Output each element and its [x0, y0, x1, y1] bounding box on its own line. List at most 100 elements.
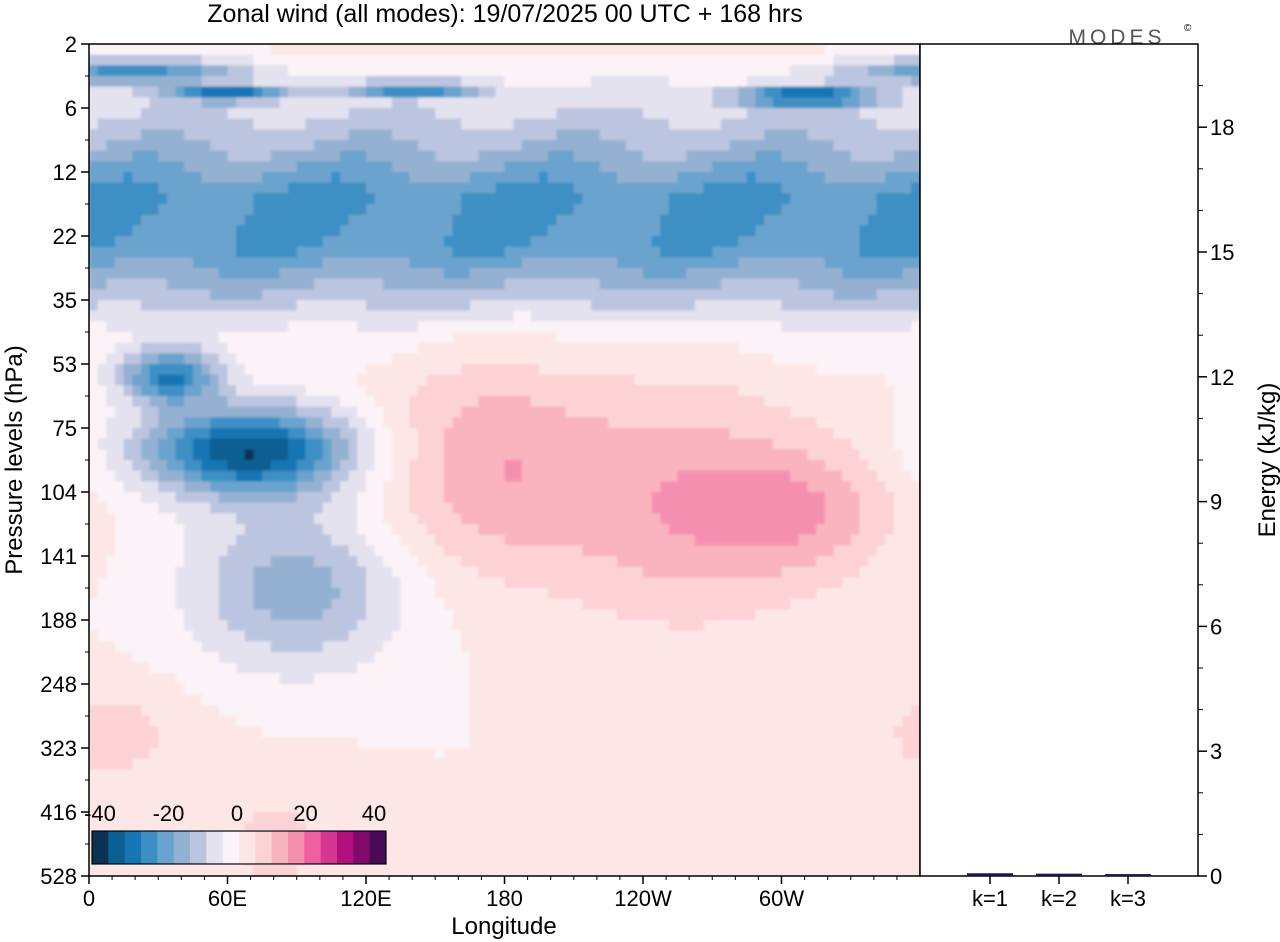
- heatmap-cell: [790, 577, 800, 589]
- heatmap-cell: [660, 76, 670, 88]
- heatmap-cell: [253, 332, 263, 344]
- heatmap-cell: [270, 289, 281, 301]
- heatmap-cell: [158, 417, 168, 429]
- heatmap-cell: [227, 97, 237, 109]
- heatmap-cell: [504, 502, 514, 514]
- heatmap-cell: [166, 129, 177, 141]
- heatmap-cell: [608, 257, 618, 269]
- heatmap-cell: [478, 406, 488, 418]
- heatmap-cell: [366, 76, 376, 88]
- heatmap-cell: [565, 86, 575, 98]
- heatmap-cell: [617, 150, 627, 162]
- heatmap-cell: [357, 353, 367, 365]
- heatmap-cell: [322, 182, 332, 194]
- heatmap-cell: [547, 428, 558, 440]
- heatmap-cell: [824, 353, 835, 365]
- heatmap-cell: [175, 556, 185, 568]
- heatmap-cell: [97, 193, 107, 205]
- heatmap-cell: [894, 513, 904, 525]
- heatmap-cell: [859, 140, 869, 152]
- heatmap-cell: [288, 257, 298, 269]
- heatmap-cell: [746, 492, 757, 504]
- heatmap-cell: [573, 438, 584, 450]
- heatmap-cell: [530, 214, 540, 226]
- heatmap-cell: [781, 257, 791, 269]
- heatmap-cell: [184, 470, 194, 482]
- heatmap-cell: [625, 214, 635, 226]
- heatmap-cell: [123, 406, 133, 418]
- heatmap-cell: [694, 534, 705, 546]
- heatmap-cell: [885, 364, 895, 376]
- heatmap-cell: [435, 65, 445, 77]
- heatmap-cell: [504, 257, 514, 269]
- heatmap-cell: [850, 396, 861, 408]
- heatmap-cell: [660, 556, 670, 568]
- heatmap-cell: [859, 150, 869, 162]
- heatmap-cell: [772, 396, 783, 408]
- heatmap-cell: [270, 460, 281, 472]
- heatmap-cell: [435, 54, 445, 66]
- heatmap-cell: [755, 118, 765, 130]
- heatmap-cell: [106, 556, 116, 568]
- heatmap-cell: [89, 65, 99, 77]
- heatmap-cell: [634, 364, 644, 376]
- heatmap-cell: [409, 588, 419, 600]
- heatmap-cell: [660, 460, 670, 472]
- heatmap-cell: [210, 470, 220, 482]
- heatmap-cell: [807, 545, 817, 557]
- heatmap-cell: [262, 556, 272, 568]
- heatmap-cell: [89, 492, 99, 504]
- heatmap-cell: [798, 204, 809, 216]
- heatmap-cell: [547, 460, 558, 472]
- heatmap-cell: [686, 86, 696, 98]
- heatmap-cell: [876, 108, 886, 120]
- heatmap-cell: [720, 236, 731, 248]
- heatmap-cell: [279, 556, 289, 568]
- heatmap-cell: [643, 54, 653, 66]
- heatmap-cell: [314, 97, 324, 109]
- heatmap-cell: [158, 566, 168, 578]
- heatmap-cell: [201, 182, 211, 194]
- heatmap-cell: [331, 417, 341, 429]
- heatmap-cell: [885, 268, 895, 280]
- heatmap-cell: [539, 524, 549, 536]
- heatmap-cell: [798, 257, 809, 269]
- heatmap-cell: [391, 470, 402, 482]
- heatmap-cell: [391, 385, 402, 397]
- heatmap-cell: [391, 300, 402, 312]
- heatmap-cell: [833, 460, 843, 472]
- heatmap-cell: [184, 481, 194, 493]
- heatmap-cell: [643, 332, 653, 344]
- heatmap-cell: [279, 236, 289, 248]
- heatmap-cell: [833, 150, 843, 162]
- heatmap-cell: [504, 438, 514, 450]
- heatmap-cell: [340, 161, 350, 173]
- heatmap-cell: [114, 524, 125, 536]
- heatmap-cell: [755, 172, 765, 184]
- heatmap-cell: [348, 342, 358, 354]
- heatmap-cell: [599, 513, 609, 525]
- heatmap-cell: [573, 566, 584, 578]
- heatmap-cell: [764, 161, 774, 173]
- heatmap-cell: [140, 225, 151, 237]
- heatmap-cell: [140, 246, 151, 258]
- heatmap-cell: [244, 492, 255, 504]
- heatmap-cell: [746, 300, 757, 312]
- heatmap-cell: [539, 140, 549, 152]
- heatmap-cell: [166, 332, 177, 344]
- heatmap-cell: [495, 161, 506, 173]
- heatmap-cell: [400, 481, 410, 493]
- heatmap-cell: [279, 588, 289, 600]
- heatmap-cell: [582, 140, 592, 152]
- heatmap-cell: [461, 449, 471, 461]
- heatmap-cell: [348, 236, 358, 248]
- heatmap-cell: [504, 545, 514, 557]
- heatmap-cell: [348, 321, 358, 333]
- heatmap-cell: [123, 300, 133, 312]
- heatmap-cell: [478, 172, 488, 184]
- heatmap-cell: [478, 246, 488, 258]
- heatmap-cell: [824, 470, 835, 482]
- heatmap-cell: [106, 44, 116, 56]
- heatmap-cell: [106, 118, 116, 130]
- heatmap-cell: [132, 118, 142, 130]
